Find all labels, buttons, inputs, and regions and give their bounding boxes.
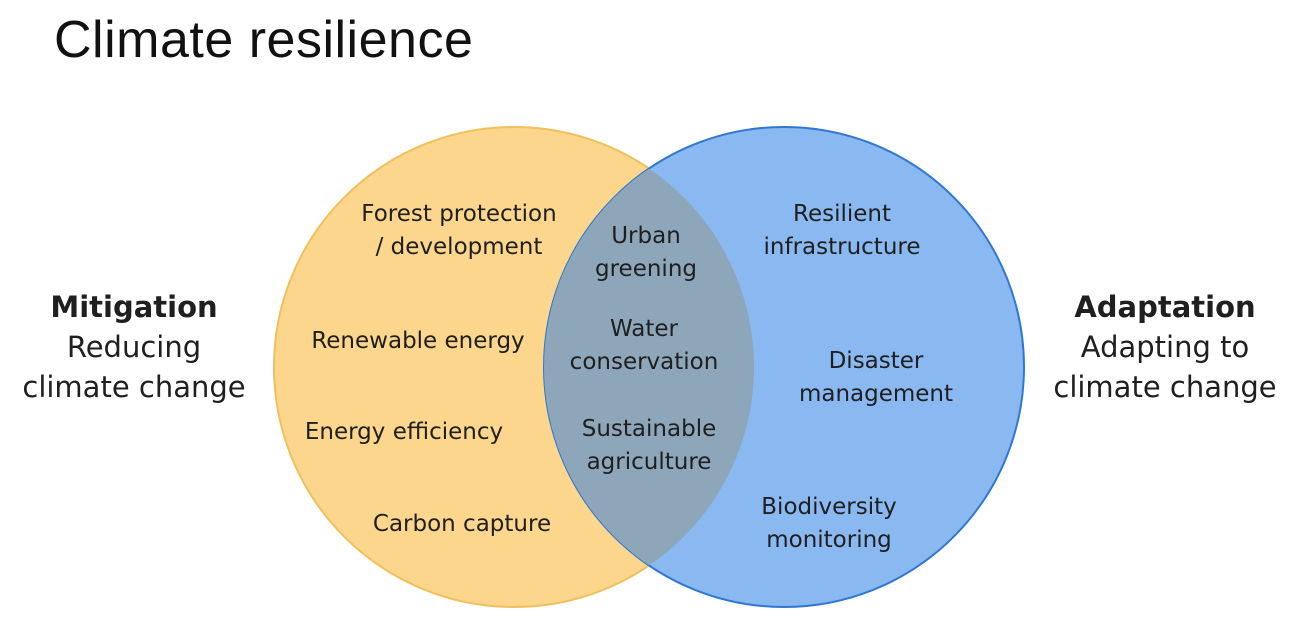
item-forest-protection: Forest protection / development <box>361 198 556 264</box>
mitigation-heading: Mitigation <box>50 290 218 324</box>
item-carbon-capture: Carbon capture <box>373 508 551 541</box>
item-resilient-infrastructure: Resilient infrastructure <box>764 198 921 264</box>
item-energy-efficiency: Energy efficiency <box>305 416 503 449</box>
item-biodiversity-monitoring: Biodiversity monitoring <box>761 491 896 557</box>
item-line: infrastructure <box>763 234 921 260</box>
item-line: Energy efficiency <box>304 419 504 445</box>
item-urban-greening: Urban greening <box>595 220 697 286</box>
item-line: greening <box>595 256 697 282</box>
page-title: Climate resilience <box>54 11 474 69</box>
item-renewable-energy: Renewable energy <box>311 325 524 358</box>
mitigation-label: Mitigation Reducing climate change <box>10 287 258 407</box>
item-line: Renewable energy <box>311 328 525 354</box>
overlap-region <box>544 127 754 607</box>
item-line: Forest protection <box>361 201 557 227</box>
item-sustainable-agriculture: Sustainable agriculture <box>582 413 716 479</box>
item-line: Sustainable <box>581 416 717 442</box>
item-line: management <box>798 381 954 407</box>
adaptation-line: climate change <box>1053 370 1277 404</box>
item-line: Resilient <box>793 201 891 227</box>
item-line: monitoring <box>766 527 892 553</box>
item-disaster-management: Disaster management <box>799 345 953 411</box>
item-water-conservation: Water conservation <box>570 313 719 379</box>
adaptation-label: Adaptation Adapting to climate change <box>1040 287 1290 407</box>
item-line: agriculture <box>586 449 712 475</box>
mitigation-line: climate change <box>22 370 246 404</box>
item-line: Water <box>610 316 678 342</box>
adaptation-heading: Adaptation <box>1074 290 1256 324</box>
item-line: conservation <box>569 349 719 375</box>
item-line: Disaster <box>828 348 924 374</box>
mitigation-line: Reducing <box>66 330 202 364</box>
item-line: Carbon capture <box>372 511 552 537</box>
item-line: Biodiversity <box>761 494 897 520</box>
adaptation-line: Adapting to <box>1080 330 1250 364</box>
item-line: / development <box>375 234 543 260</box>
item-line: Urban <box>611 223 681 249</box>
